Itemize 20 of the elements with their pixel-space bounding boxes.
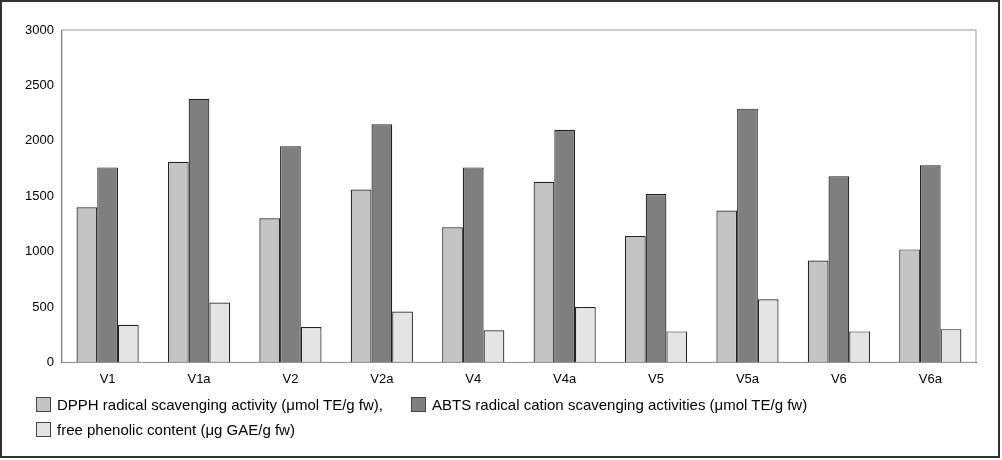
x-tick-label: V6 [830, 370, 847, 386]
y-tick-label: 1500 [25, 187, 54, 203]
legend-label: free phenolic content (μg GAE/g fw) [57, 421, 295, 438]
x-tick-label: V1 [99, 370, 116, 386]
y-tick-label: 3000 [25, 21, 54, 37]
x-tick-label: V5 [648, 370, 665, 386]
y-tick-label: 500 [32, 298, 54, 314]
y-tick-label: 0 [46, 353, 54, 369]
x-tick-label: V2 [282, 370, 299, 386]
y-tick-label: 2000 [25, 132, 54, 148]
legend-label: ABTS radical cation scavenging activities (μmol TE/g fw) [431, 396, 808, 413]
x-tick-label: V6a [918, 370, 943, 386]
x-tick-label: V4a [553, 370, 577, 386]
x-tick-label: V1a [187, 370, 212, 386]
x-tick-label: V4 [465, 370, 482, 386]
legend-label: DPPH radical scavenging activity (μmol TE/g fw), [57, 396, 383, 413]
y-tick-label: 1000 [25, 243, 54, 259]
x-tick-label: V2a [370, 370, 395, 386]
y-tick-label: 2500 [25, 76, 54, 92]
x-tick-label: V5a [735, 370, 760, 386]
